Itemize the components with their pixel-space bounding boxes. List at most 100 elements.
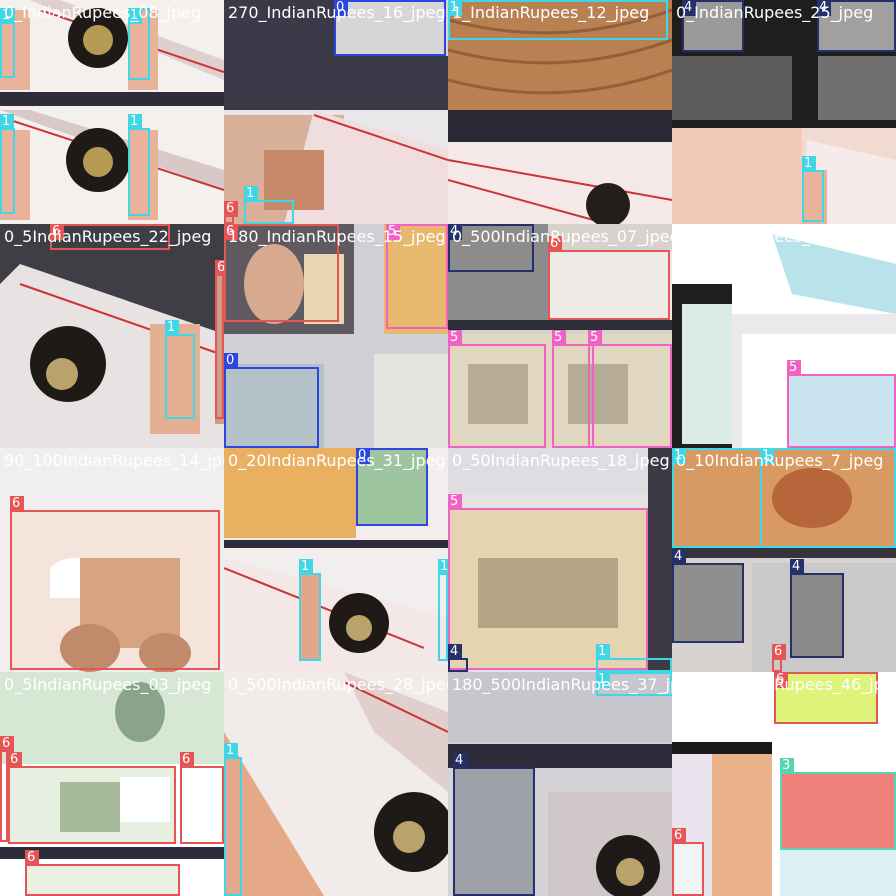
bounding-box: 1 — [0, 114, 15, 214]
box-class-label: 1 — [596, 644, 610, 660]
box-class-label: 1 — [438, 559, 448, 575]
mosaic-tile: 6 90_100IndianRupees_14_jpeg — [0, 448, 224, 672]
bounding-box: 6 — [0, 736, 14, 842]
box-class-label: 4 — [448, 644, 462, 660]
box-class-label: 6 — [224, 224, 238, 240]
bounding-box: 4 — [682, 0, 744, 52]
bounding-box: 6 — [8, 752, 176, 844]
mosaic-tile: 4 4 1 0_IndianRupees_25_jpeg — [672, 0, 896, 224]
box-class-label: 1 — [299, 559, 313, 575]
bounding-box: 1 — [760, 448, 896, 548]
bounding-box: 1 — [802, 156, 824, 222]
box-class-label: 1 — [596, 672, 610, 688]
bounding-box: 4 — [817, 0, 896, 52]
mosaic-tile: 6 5 0 180_IndianRupees_15_jpeg — [224, 224, 448, 448]
mosaic-tile: 1 1 1 1 0_IndianRupees_08_jpeg — [0, 0, 224, 224]
box-class-label: 1 — [448, 0, 462, 16]
box-class-label: 4 — [453, 753, 467, 769]
bounding-box: 6 — [224, 201, 238, 224]
mosaic-tile: 0 6 1 270_IndianRupees_16_jpeg — [224, 0, 448, 224]
bounding-box: 5 — [448, 330, 546, 448]
box-class-label: 6 — [10, 496, 24, 512]
bounding-box: 1 — [438, 559, 448, 661]
box-class-label: 5 — [787, 360, 801, 376]
bounding-box: 1 — [299, 559, 321, 661]
bounding-box: 4 — [448, 224, 534, 272]
mosaic-tile: 0 1 1 0_20IndianRupees_31_jpeg — [224, 448, 448, 672]
box-class-label: 6 — [25, 850, 39, 866]
tile-photo — [0, 0, 224, 224]
bounding-box: 6 — [772, 644, 786, 672]
bounding-box: 1 — [596, 644, 672, 672]
box-class-label: 5 — [588, 330, 602, 346]
bounding-box: 0 — [224, 353, 319, 448]
bounding-box: 5 — [448, 494, 648, 670]
bounding-box: 1 — [596, 672, 672, 696]
tile-photo — [448, 672, 672, 896]
box-class-label: 6 — [50, 224, 64, 240]
bounding-box: 5 — [588, 330, 672, 448]
box-class-label: 6 — [0, 736, 14, 752]
bounding-box: 6 — [548, 236, 670, 320]
bounding-box: 1 — [448, 0, 668, 40]
box-class-label: 5 — [448, 330, 462, 346]
tile-photo — [672, 672, 896, 896]
bounding-box: 4 — [453, 753, 535, 896]
bounding-box: 6 — [215, 260, 224, 419]
box-class-label: 6 — [772, 644, 786, 660]
box-class-label: 6 — [8, 752, 22, 768]
bounding-box: 1 — [0, 8, 15, 78]
bounding-box: 6 — [50, 224, 170, 250]
bounding-box: 1 — [224, 743, 242, 896]
box-class-label: 1 — [802, 156, 816, 172]
bounding-box: 6 — [224, 224, 339, 322]
bounding-box: 5 — [552, 330, 594, 448]
box-class-label: 5 — [448, 494, 462, 510]
tile-photo — [672, 0, 896, 224]
box-class-label: 6 — [672, 828, 686, 844]
mosaic-tile: 6 6 6 6 0_5IndianRupees_03_jpeg — [0, 672, 224, 896]
bounding-box: 4 — [672, 549, 744, 643]
bounding-box: 0 — [334, 0, 446, 56]
box-class-label: 1 — [165, 320, 179, 336]
bounding-box: 1 — [165, 320, 195, 419]
tile-photo — [672, 448, 896, 672]
bounding-box: 1 — [128, 8, 150, 80]
mosaic-tile: 5 4 1 0_50IndianRupees_18_jpeg — [448, 448, 672, 672]
box-class-label: 4 — [682, 0, 696, 16]
bounding-box: 6 — [774, 672, 878, 724]
bounding-box: 4 — [790, 559, 844, 658]
box-class-label: 1 — [0, 114, 14, 130]
tile-photo — [0, 224, 224, 448]
box-class-label: 3 — [780, 758, 794, 774]
tile-photo — [448, 0, 672, 224]
box-class-label: 1 — [672, 448, 686, 464]
bounding-box: 6 — [25, 850, 180, 896]
bounding-box: 6 — [180, 752, 224, 844]
bounding-box: 4 — [448, 644, 468, 672]
mosaic-tile: 4 6 5 5 5 0_500IndianRupees_07_jpeg — [448, 224, 672, 448]
box-class-label: 4 — [790, 559, 804, 575]
tile-photo — [448, 448, 672, 672]
mosaic-tile: 1 1 4 4 6 0_10IndianRupees_7_jpeg — [672, 448, 896, 672]
box-class-label: 6 — [215, 260, 224, 276]
mosaic-tile: 6 3 6 0_500IndianRupees_46_jpeg — [672, 672, 896, 896]
box-class-label: 0 — [224, 353, 238, 369]
box-class-label: 6 — [224, 201, 238, 217]
box-class-label: 0 — [334, 0, 348, 16]
mosaic-tile: 5 0_IndianRupees_26_jpeg — [672, 224, 896, 448]
bounding-box: 3 — [780, 758, 896, 850]
mosaic-tile: 6 6 1 0_5IndianRupees_22_jpeg — [0, 224, 224, 448]
box-class-label: 4 — [817, 0, 831, 16]
bounding-box: 6 — [10, 496, 220, 670]
bounding-box: 1 — [128, 114, 150, 216]
bounding-box: 0 — [356, 448, 428, 526]
mosaic-tile: 1 1_IndianRupees_12_jpeg — [448, 0, 672, 224]
box-class-label: 6 — [548, 236, 562, 252]
box-class-label: 5 — [552, 330, 566, 346]
box-class-label: 1 — [128, 114, 142, 130]
box-class-label: 1 — [224, 743, 238, 759]
box-class-label: 5 — [386, 224, 400, 240]
